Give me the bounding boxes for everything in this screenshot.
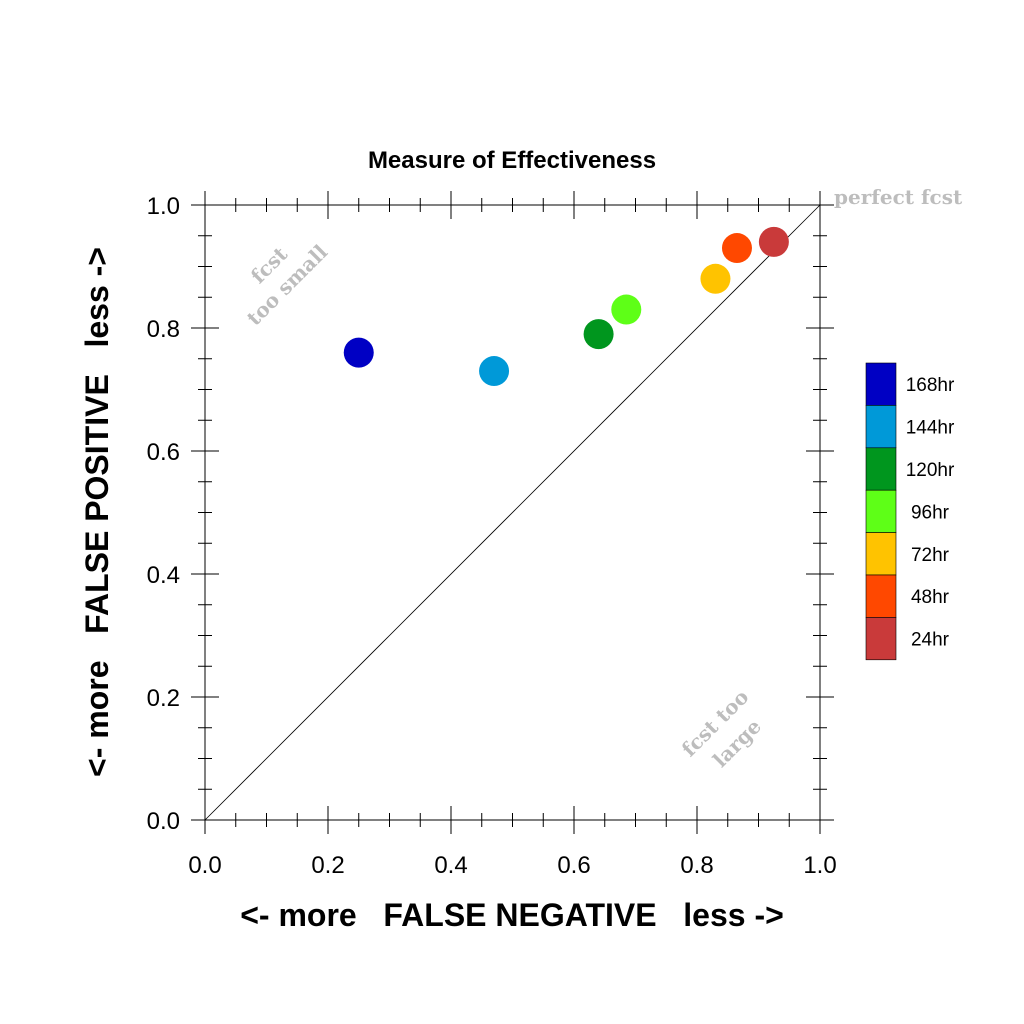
legend-label-48hr: 48hr [911,587,950,608]
perfect-forecast-line [204,204,821,821]
y-tick-label: 0.2 [147,685,180,712]
legend-label-144hr: 144hr [906,418,955,439]
legend-swatch-72hr [865,532,897,576]
legend-swatch-144hr [865,405,897,449]
point-168hr [343,337,374,368]
perfect-fcst-annotation: perfect fcst [834,185,963,209]
point-144hr [479,356,510,387]
y-tick-label: 0.4 [147,562,180,589]
legend-swatch-168hr [865,362,897,406]
y-tick-label: 0.0 [147,808,180,835]
legend-label-72hr: 72hr [911,545,950,566]
point-72hr [700,263,731,294]
x-tick-label: 0.6 [557,852,590,879]
minor-ticks [198,198,827,827]
point-120hr [583,319,614,350]
point-48hr [721,233,752,264]
y-axis-label: <- more FALSE POSITIVE less -> [79,247,115,777]
fcst-too-small-annotation-line2: too small [242,240,332,330]
point-24hr [758,226,789,257]
y-tick-label: 1.0 [147,193,180,220]
y-axis-ticks: 0.0 0.2 0.4 0.6 0.8 1.0 [147,193,834,835]
legend-swatch-96hr [865,489,897,533]
point-96hr [611,294,642,325]
x-tick-label: 0.4 [434,852,467,879]
legend-swatch-120hr [865,447,897,491]
x-tick-label: 0.8 [680,852,713,879]
legend-swatch-48hr [865,574,897,618]
legend-label-96hr: 96hr [911,502,950,523]
x-axis-label: <- more FALSE NEGATIVE less -> [240,897,784,933]
x-tick-label: 1.0 [803,852,836,879]
data-points [343,226,789,387]
legend-label-168hr: 168hr [906,375,955,396]
legend-label-24hr: 24hr [911,630,950,651]
x-axis-ticks: 0.0 0.2 0.4 0.6 0.8 1.0 [188,191,837,879]
x-tick-label: 0.0 [188,852,221,879]
y-tick-label: 0.6 [147,439,180,466]
chart-title: Measure of Effectiveness [368,147,656,174]
annotations: perfect fcst fcst too small fcst too lar… [242,185,963,772]
legend-label-120hr: 120hr [906,460,955,481]
legend-swatch-24hr [865,617,897,661]
legend: 168hr 144hr 120hr 96hr 72hr 48hr 24hr [865,362,955,661]
x-tick-label: 0.2 [311,852,344,879]
y-tick-label: 0.8 [147,316,180,343]
